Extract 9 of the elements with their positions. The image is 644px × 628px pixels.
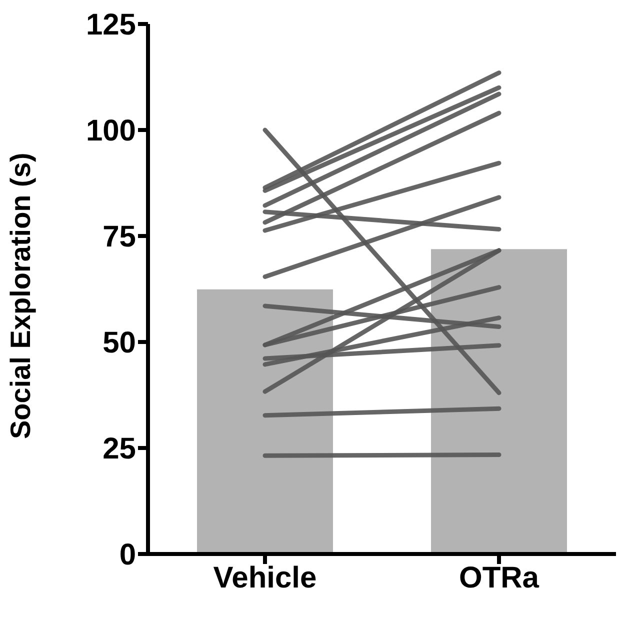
y-tick-label: 50 [102, 326, 136, 360]
y-axis-title: Social Exploration (s) [4, 152, 36, 439]
x-tick-label: OTRa [458, 561, 540, 594]
y-tick-label: 100 [86, 114, 136, 148]
y-tick-label: 125 [86, 8, 136, 42]
x-tick-label: Vehicle [213, 561, 317, 594]
y-tick-label: 0 [119, 538, 136, 572]
y-tick-label: 75 [102, 220, 136, 254]
y-tick-label: 25 [102, 432, 136, 466]
